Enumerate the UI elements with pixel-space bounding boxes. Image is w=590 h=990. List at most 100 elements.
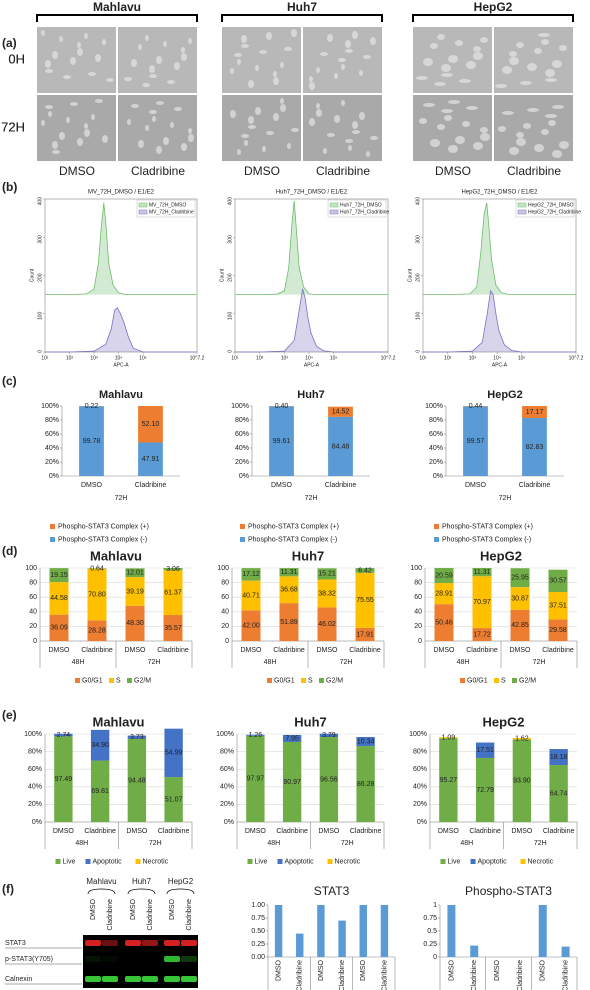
condition-label: DMSO [435,164,471,178]
bar-segment [279,568,299,577]
cell [527,108,539,112]
bracket [36,14,198,22]
bar-segment [472,576,492,629]
cell [352,121,358,129]
x-tick-label: 10^7.2 [190,355,205,361]
bar-segment [328,416,353,476]
cell [142,83,150,87]
value-label: 96.56 [320,776,338,783]
cell [495,84,507,88]
y-axis-label: Count [219,268,225,282]
y-tick-label: 80% [45,417,59,424]
x-tick-label: DMSO [125,647,147,654]
legend-swatch [240,524,245,529]
cell [188,134,194,142]
value-label: 17.12 [242,571,260,578]
value-label: 11.31 [281,569,298,576]
bar [296,933,304,957]
blot-band [125,940,141,946]
bar-segment [246,734,265,736]
cell [259,50,267,54]
value-label: 51.89 [280,619,298,626]
panel-label: (c) [2,374,17,388]
y-tick-label: 0 [37,350,43,353]
legend-swatch [319,678,324,683]
cell [174,107,182,111]
value-label: 0.44 [469,403,483,410]
lane-label: Cladribine [147,899,154,931]
bar-segment [90,729,110,761]
cell [84,33,88,39]
cell [59,132,65,140]
cell [338,58,346,62]
cell [106,78,114,82]
cell-line-label: Huh7 [132,877,152,886]
legend-label: Apoptotic [93,858,123,865]
value-label: 51.07 [165,796,183,803]
micrograph [494,27,573,93]
bar-segment [279,576,299,604]
y-tick-label: 400 [227,197,233,206]
y-tick-label: 0% [49,473,59,480]
cell [509,147,519,155]
value-label: 34.90 [91,742,109,749]
x-tick-label: Cladribine [381,960,388,990]
condition-label: Cladribine [507,164,561,178]
cell [552,105,564,109]
x-tick-label: DMSO [318,959,325,981]
value-label: 15.21 [318,571,336,578]
x-tick-label: DMSO [438,828,460,835]
y-tick-label: 20% [220,801,234,808]
value-label: 25.95 [511,575,529,582]
legend-swatch [434,524,439,529]
value-label: 39.19 [126,588,144,595]
legend-swatch [85,859,91,864]
group-label: 72H [149,840,162,847]
bar-segment [355,627,375,641]
bar-segment [125,568,145,578]
bar-segment [319,733,339,738]
y-tick-label: 80% [235,417,249,424]
cell [48,111,52,117]
bar-segment [282,734,302,742]
cell [234,53,242,57]
cell [266,131,274,135]
cell [280,98,284,104]
bar-segment [90,760,110,822]
value-label: 36.68 [280,587,298,594]
cell [316,109,322,117]
time-label: 72H [1,119,25,134]
cell [320,52,328,56]
value-label: 38.32 [318,590,336,597]
legend-swatch [440,859,446,864]
cell [466,61,476,69]
cell [248,80,254,88]
cell [498,126,506,132]
cell [541,129,549,135]
legend-swatch [470,859,476,864]
legend-swatch [329,202,339,208]
legend-swatch [109,678,114,683]
cell [145,125,149,131]
bar-segment [512,739,532,822]
value-label: 17.72 [473,631,491,638]
x-tick-label: DMSO [540,959,547,981]
legend-label: Live [448,858,461,865]
cell [77,48,83,56]
histogram-fill [45,308,197,352]
cell [145,35,149,41]
cell [363,55,371,59]
blot-band [85,956,101,962]
x-tick-label: DMSO [318,828,340,835]
group-label: 72H [533,659,546,666]
blot-row-label: p-STAT3(Y705) [5,956,53,963]
group-label: 48H [457,659,470,666]
y-tick-label: 20% [429,459,443,466]
cell [170,122,174,128]
value-label: 61.37 [164,589,182,596]
cell [466,106,478,110]
micrograph [494,95,573,161]
cell [230,110,236,118]
cell [327,133,335,137]
value-label: 7.95 [285,735,299,742]
